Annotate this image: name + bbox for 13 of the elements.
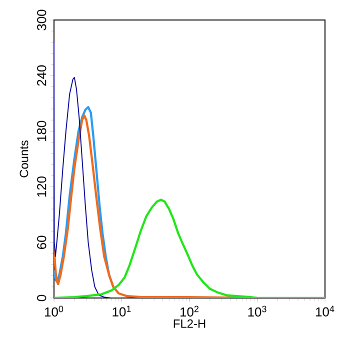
y-tick-label: 60	[37, 236, 46, 249]
x-tick-label: 10$^{4}$	[316, 306, 334, 316]
y-tick-label: 240	[37, 65, 46, 86]
y-axis-title: Counts	[20, 140, 28, 178]
x-tick-label: 10$^{3}$	[248, 306, 266, 317]
y-tick-label: 120	[37, 176, 46, 197]
x-tick-label: 10$^{1}$	[112, 306, 131, 316]
y-tick-label: 300	[37, 10, 46, 30]
x-tick-label: 10$^{2}$	[180, 306, 199, 317]
y-tick-label: 0	[37, 294, 46, 302]
x-tick-label: 10$^{0}$	[45, 306, 64, 317]
y-tick-label: 180	[37, 120, 46, 142]
x-axis-title: FL2-H	[174, 319, 206, 328]
